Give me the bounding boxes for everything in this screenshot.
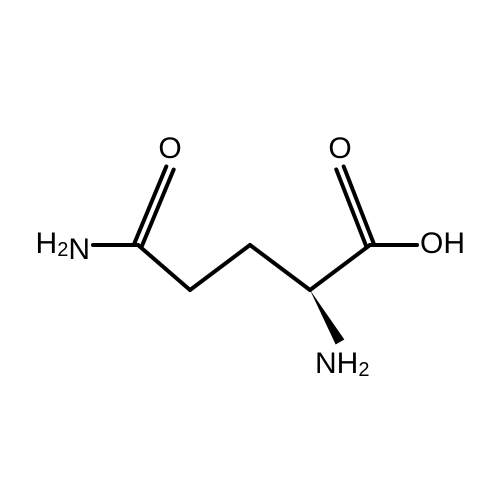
bond bbox=[250, 245, 310, 290]
atom-label: O bbox=[158, 132, 181, 165]
atom-label: OH bbox=[420, 227, 465, 260]
bond bbox=[310, 245, 370, 290]
atom-label: O bbox=[328, 132, 351, 165]
glutamine-structure-diagram: H2N O NH2 O OH bbox=[0, 0, 500, 500]
bond bbox=[190, 245, 250, 290]
bond bbox=[134, 166, 166, 243]
bond bbox=[138, 245, 190, 290]
wedge-bond bbox=[310, 290, 344, 344]
atom-label: H2N bbox=[36, 227, 90, 266]
bond bbox=[142, 170, 174, 247]
atom-label: NH2 bbox=[315, 347, 369, 381]
